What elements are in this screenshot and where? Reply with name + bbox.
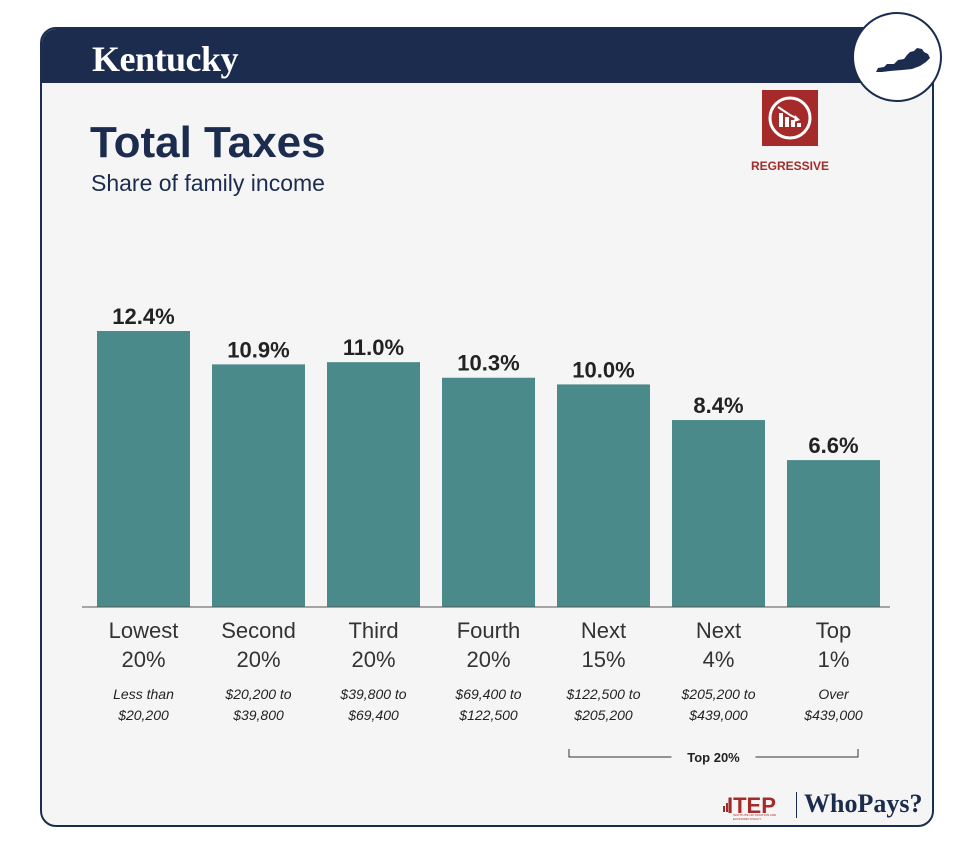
- itep-logo-subtext: INSTITUTE ON TAXATION AND ECONOMIC POLIC…: [733, 813, 777, 821]
- income-range-label: $39,800: [232, 707, 284, 723]
- bar-5: [557, 384, 650, 607]
- category-label: Third: [348, 618, 398, 643]
- category-label: Next: [696, 618, 741, 643]
- value-label: 10.0%: [572, 357, 634, 382]
- category-label: Second: [221, 618, 296, 643]
- logo-separator: [796, 792, 797, 818]
- category-label: 20%: [466, 647, 510, 672]
- income-range-label: Over: [818, 686, 850, 702]
- itep-logo: ITEP: [727, 793, 776, 818]
- regressive-chart-icon: [762, 90, 818, 146]
- bracket-label: Top 20%: [687, 750, 740, 765]
- category-label: Next: [581, 618, 626, 643]
- state-name: Kentucky: [92, 39, 239, 79]
- bar-6: [672, 420, 765, 607]
- category-label: Fourth: [457, 618, 521, 643]
- income-range-label: $205,200 to: [681, 686, 756, 702]
- income-range-label: $69,400: [347, 707, 399, 723]
- bar-2: [212, 364, 305, 607]
- chart-subtitle: Share of family income: [91, 170, 325, 196]
- income-range-label: $439,000: [688, 707, 748, 723]
- chart-title: Total Taxes: [90, 118, 326, 167]
- category-label: 20%: [121, 647, 165, 672]
- whopays-logo: WhoPays?: [804, 789, 923, 818]
- value-label: 10.9%: [227, 337, 289, 362]
- income-range-label: $20,200 to: [224, 686, 291, 702]
- value-label: 10.3%: [457, 351, 519, 376]
- income-range-label: $39,800 to: [339, 686, 406, 702]
- bar-3: [327, 362, 420, 607]
- bar-7: [787, 460, 880, 607]
- category-label: Top: [816, 618, 851, 643]
- income-range-label: $205,200: [573, 707, 633, 723]
- income-range-label: $122,500 to: [566, 686, 641, 702]
- value-label: 12.4%: [112, 304, 174, 329]
- itep-logo-icon: [723, 798, 733, 812]
- bar-4: [442, 377, 535, 607]
- income-range-label: $122,500: [458, 707, 518, 723]
- bracket-left: [568, 749, 672, 758]
- income-range-label: Less than: [113, 686, 174, 702]
- kentucky-map-icon: [852, 12, 942, 102]
- bar-1: [97, 331, 190, 607]
- category-label: 4%: [703, 647, 735, 672]
- category-label: Lowest: [109, 618, 179, 643]
- income-range-label: $20,200: [117, 707, 169, 723]
- value-label: 11.0%: [343, 335, 404, 360]
- income-range-label: $69,400 to: [454, 686, 521, 702]
- value-label: 6.6%: [808, 433, 858, 458]
- income-range-label: $439,000: [803, 707, 863, 723]
- category-label: 15%: [581, 647, 625, 672]
- category-label: 20%: [351, 647, 395, 672]
- category-label: 20%: [236, 647, 280, 672]
- bracket-right: [755, 749, 859, 758]
- header-bar: Kentucky: [42, 29, 932, 83]
- value-label: 8.4%: [693, 393, 743, 418]
- regressive-badge-label: REGRESSIVE: [750, 159, 830, 173]
- category-label: 1%: [818, 647, 850, 672]
